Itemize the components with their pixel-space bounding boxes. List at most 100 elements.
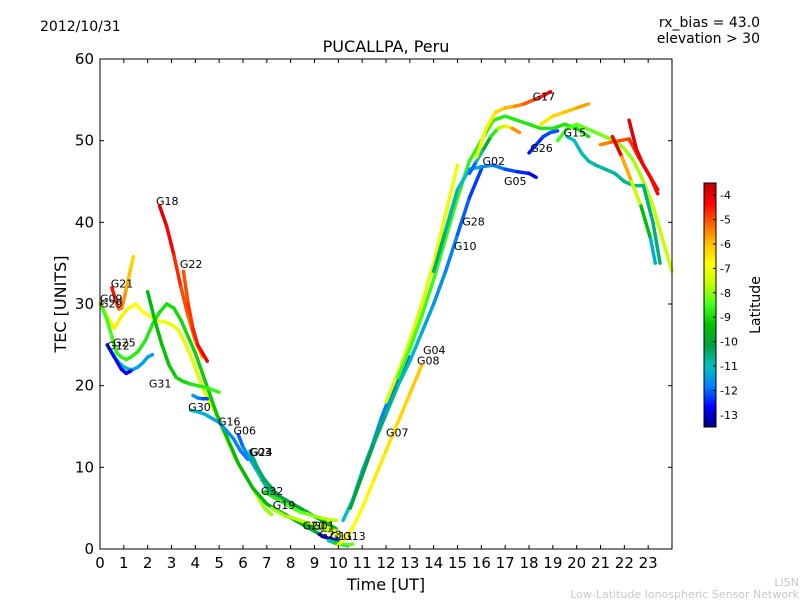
x-tick-label: 17 xyxy=(496,554,515,572)
series-segment xyxy=(179,318,190,339)
series-segment xyxy=(157,302,169,314)
series-segment xyxy=(181,269,190,306)
satellite-label-G31: G31 xyxy=(149,377,172,390)
x-tick-label: 9 xyxy=(310,554,320,572)
satellite-label-G06: G06 xyxy=(233,425,256,438)
series-segment xyxy=(420,302,436,335)
series-G06 xyxy=(236,432,279,498)
series-segment xyxy=(191,326,200,347)
series-segment xyxy=(629,179,643,208)
series-segment xyxy=(474,147,486,163)
satellite-label-G19: G19 xyxy=(273,499,296,512)
series-G21 xyxy=(110,254,136,311)
series-G17 xyxy=(474,89,553,159)
x-tick-label: 23 xyxy=(639,554,658,572)
series-segment xyxy=(134,302,145,314)
satellite-label-G24: G24 xyxy=(250,446,273,459)
series-segment xyxy=(503,114,519,122)
series-segment xyxy=(143,322,155,343)
series-segment xyxy=(257,494,269,506)
series-segment xyxy=(124,369,133,376)
series-segment xyxy=(396,392,412,425)
series-segment xyxy=(153,318,164,347)
series-segment xyxy=(408,363,424,396)
series-segment xyxy=(186,334,198,355)
series-segment xyxy=(474,126,488,159)
series-segment xyxy=(112,314,124,331)
series-G15 xyxy=(555,122,674,274)
colorbar-tick-label: -7 xyxy=(720,262,731,275)
series-segment xyxy=(396,339,412,376)
colorbar-tick-label: -8 xyxy=(720,287,731,300)
y-tick-label: 50 xyxy=(75,132,94,150)
series-segment xyxy=(651,220,662,265)
series-segment xyxy=(348,473,364,510)
series-segment xyxy=(229,445,240,465)
series-segment xyxy=(443,232,460,274)
x-tick-label: 15 xyxy=(448,554,467,572)
series-segment xyxy=(455,167,472,192)
series-G33 xyxy=(610,134,658,265)
satellite-label-G28: G28 xyxy=(462,216,485,229)
series-segment xyxy=(431,269,448,306)
date-label: 2012/10/31 xyxy=(40,19,121,35)
chart-title: PUCALLPA, Peru xyxy=(323,37,450,56)
series-G02 xyxy=(431,163,538,274)
series-segment xyxy=(255,465,267,482)
series-segment xyxy=(184,343,195,363)
series-segment xyxy=(105,318,114,339)
satellite-label-G12: G12 xyxy=(107,340,130,353)
series-segment xyxy=(479,163,495,169)
series-segment xyxy=(217,420,229,433)
series-segment xyxy=(515,118,531,127)
series-segment xyxy=(231,437,243,453)
satellite-label-G15: G15 xyxy=(564,127,587,140)
series-segment xyxy=(534,134,546,147)
satellite-label-G30: G30 xyxy=(188,401,211,414)
series-segment xyxy=(191,359,202,384)
y-tick-label: 20 xyxy=(75,377,94,395)
series-G07 xyxy=(336,363,424,547)
series-segment xyxy=(527,122,543,131)
series-segment xyxy=(579,151,591,163)
satellite-label-G21: G21 xyxy=(111,278,134,291)
series-segment xyxy=(620,155,634,184)
series-segment xyxy=(539,114,555,127)
satellite-label-G04: G04 xyxy=(423,344,446,357)
satellite-label-G10: G10 xyxy=(454,240,477,253)
series-segment xyxy=(551,122,567,131)
series-segment xyxy=(481,134,493,151)
series-segment xyxy=(100,306,109,323)
series-segment xyxy=(651,204,665,241)
series-segment xyxy=(110,334,119,355)
elevation-label: elevation > 30 xyxy=(657,31,760,47)
series-segment xyxy=(160,343,171,367)
series-segment xyxy=(563,106,579,114)
series-G31 xyxy=(145,290,221,394)
satellite-label-G22: G22 xyxy=(180,258,203,271)
series-segment xyxy=(555,126,569,143)
satellite-label-G18: G18 xyxy=(156,195,179,208)
series-segment xyxy=(613,171,627,184)
x-tick-label: 3 xyxy=(167,554,177,572)
series-segment xyxy=(551,110,567,118)
series-segment xyxy=(632,159,646,184)
series-segment xyxy=(136,339,148,354)
series-segment xyxy=(210,388,221,394)
series-segment xyxy=(119,306,131,318)
colorbar-tick-label: -12 xyxy=(720,384,738,397)
x-tick-label: 10 xyxy=(329,554,348,572)
series-segment xyxy=(172,253,183,290)
series-layer xyxy=(98,89,674,548)
satellite-label-G03: G03 xyxy=(249,446,272,459)
series-G30 xyxy=(191,393,209,401)
series-segment xyxy=(250,486,262,498)
satellite-label-G23: G23 xyxy=(319,528,342,541)
x-tick-label: 4 xyxy=(191,554,201,572)
series-segment xyxy=(193,351,205,376)
x-tick-label: 20 xyxy=(567,554,586,572)
series-segment xyxy=(126,265,133,280)
series-segment xyxy=(384,420,400,453)
